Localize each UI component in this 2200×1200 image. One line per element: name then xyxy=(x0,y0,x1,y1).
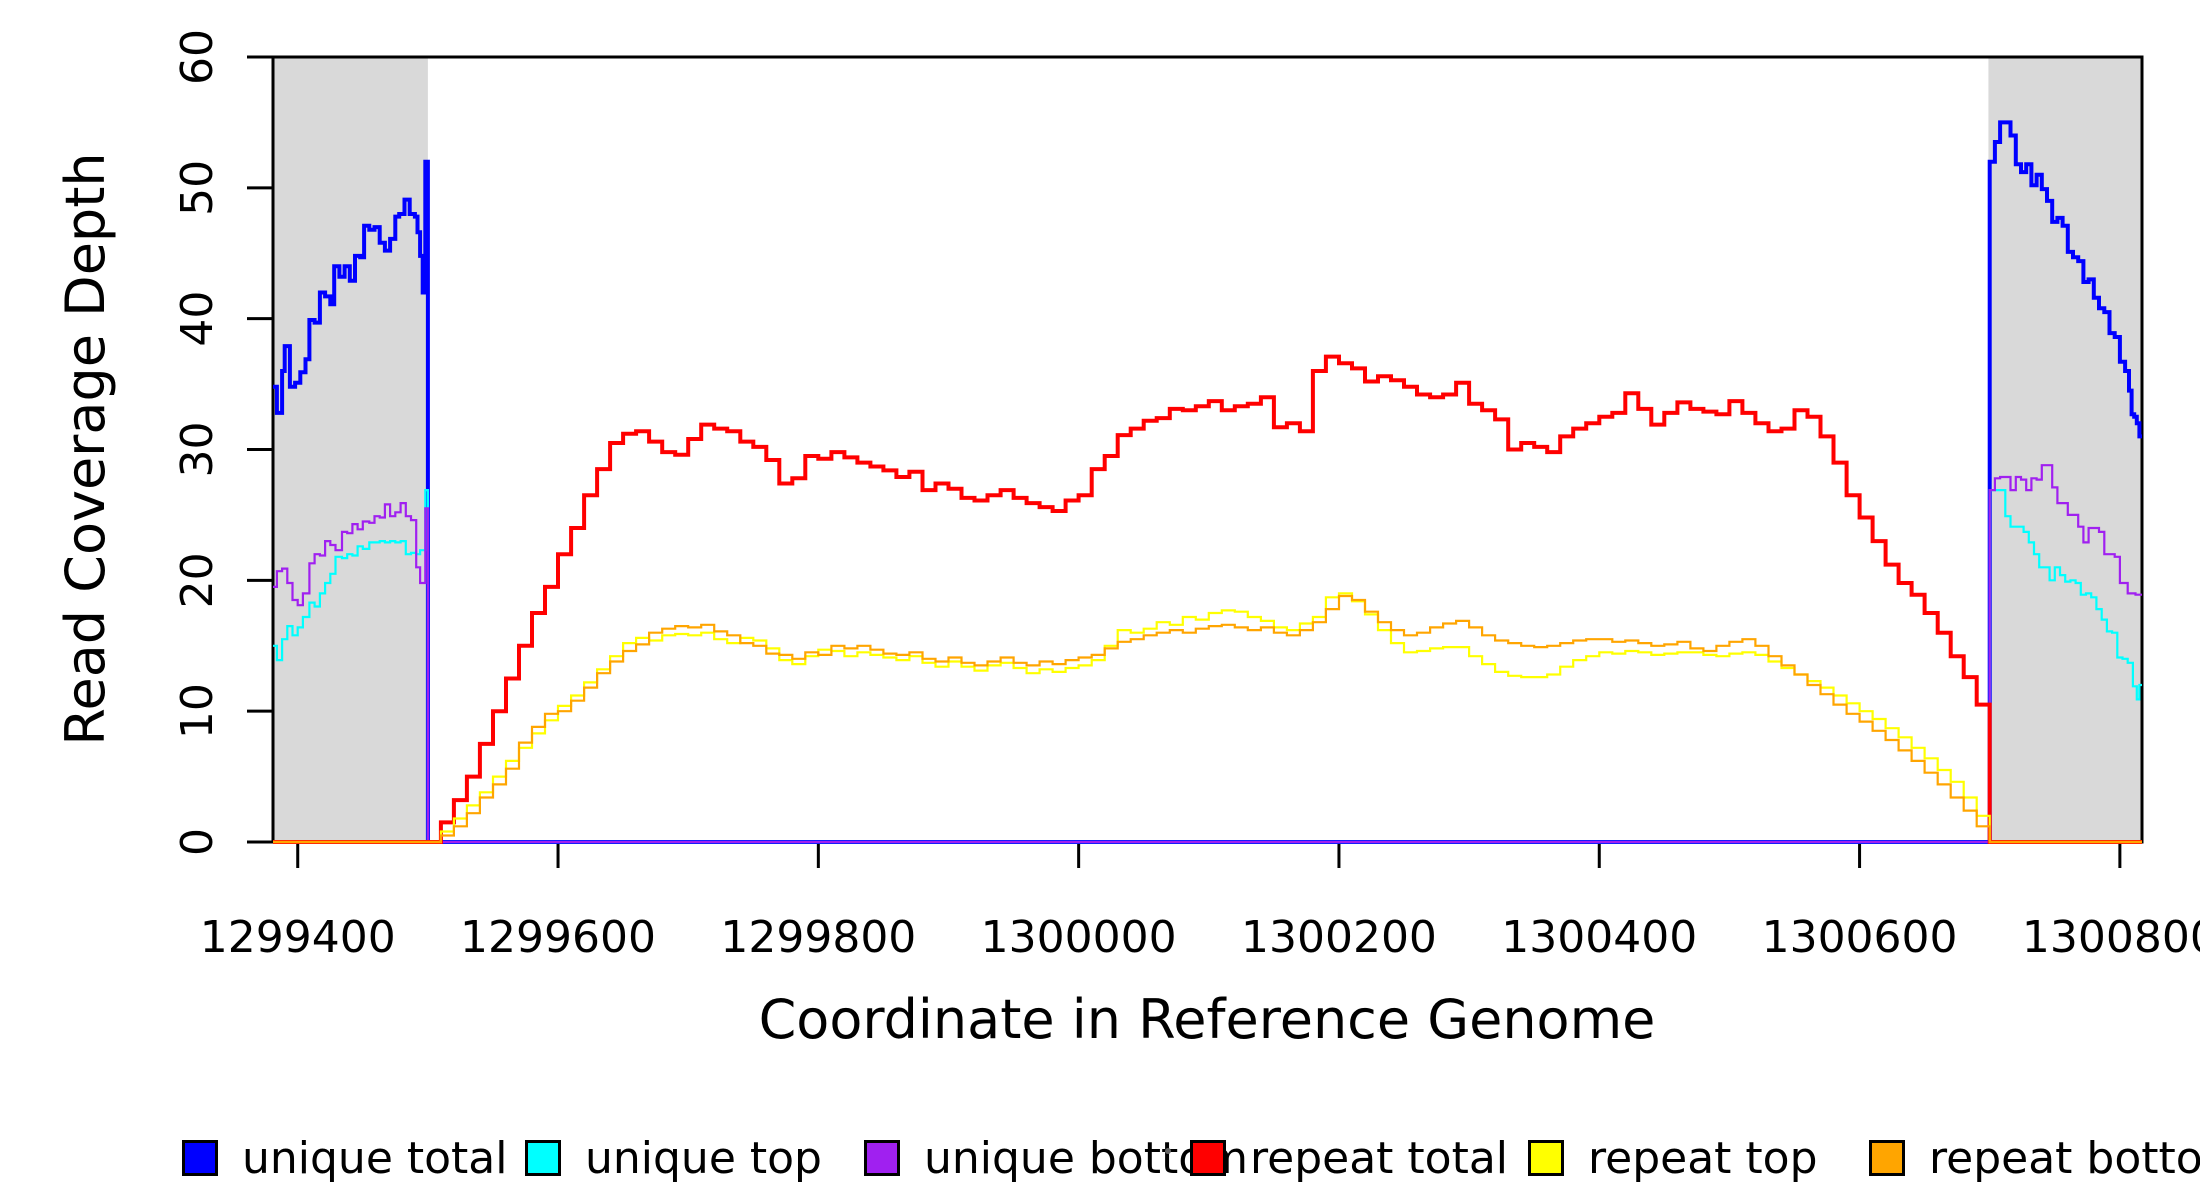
series-line-unique-bottom xyxy=(273,464,2142,844)
x-tick-label: 1300000 xyxy=(981,912,1177,963)
x-axis-title: Coordinate in Reference Genome xyxy=(759,988,1656,1051)
y-tick-label: 60 xyxy=(172,29,223,85)
plot-border xyxy=(271,55,2144,844)
y-tick-label: 0 xyxy=(172,828,223,856)
series-line-repeat-top xyxy=(273,592,2142,844)
legend-item-unique-top: unique top xyxy=(525,1128,822,1188)
y-tick-label: 20 xyxy=(172,552,223,608)
x-tick-label: 1300800 xyxy=(2022,912,2200,963)
series-line-unique-top xyxy=(273,489,2142,844)
y-tick-label: 50 xyxy=(172,160,223,216)
legend-label-repeat-top: repeat top xyxy=(1588,1132,1818,1184)
x-tick-label: 1299800 xyxy=(720,912,916,963)
x-tick-label: 1299600 xyxy=(460,912,656,963)
y-axis: 0 10 20 30 40 50 60 xyxy=(172,29,273,856)
y-axis-title: Read Coverage Depth xyxy=(54,152,117,745)
legend-swatch-unique-bottom xyxy=(864,1140,900,1176)
legend-item-repeat-total: repeat total xyxy=(1190,1128,1508,1188)
series-line-repeat-total xyxy=(273,354,2142,844)
legend-swatch-repeat-top xyxy=(1528,1140,1564,1176)
legend-label-unique-top: unique top xyxy=(585,1132,822,1184)
legend-label-unique-total: unique total xyxy=(242,1132,508,1184)
series-line-unique-total xyxy=(273,120,2142,844)
x-axis: 1299400 1299600 1299800 1300000 1300200 13004… xyxy=(200,842,2200,963)
legend-item-unique-total: unique total xyxy=(182,1128,507,1188)
x-tick-label: 1300600 xyxy=(1762,912,1958,963)
legend-swatch-unique-top xyxy=(525,1140,561,1176)
legend-swatch-unique-total xyxy=(182,1140,218,1176)
legend-item-repeat-top: repeat top xyxy=(1528,1128,1818,1188)
legend-label-repeat-bottom: repeat bottom xyxy=(1929,1132,2200,1184)
x-tick-label: 1300200 xyxy=(1241,912,1437,963)
x-tick-label: 1299400 xyxy=(200,912,396,963)
series-lines xyxy=(273,120,2142,844)
legend-label-repeat-total: repeat total xyxy=(1250,1132,1509,1184)
y-tick-label: 40 xyxy=(172,291,223,347)
legend-swatch-repeat-bottom xyxy=(1869,1140,1905,1176)
legend-swatch-repeat-total xyxy=(1190,1140,1226,1176)
y-tick-label: 10 xyxy=(172,683,223,739)
shaded-region xyxy=(273,57,428,842)
series-line-repeat-bottom xyxy=(273,594,2142,844)
x-tick-label: 1300400 xyxy=(1501,912,1697,963)
shaded-region xyxy=(1988,57,2142,842)
legend: unique total unique top unique bottom repea… xyxy=(0,1128,2200,1200)
y-tick-label: 30 xyxy=(172,422,223,478)
legend-item-repeat-bottom: repeat bottom xyxy=(1869,1128,2200,1188)
shaded-regions xyxy=(273,57,2142,842)
artifact-dot xyxy=(1165,1148,1171,1154)
